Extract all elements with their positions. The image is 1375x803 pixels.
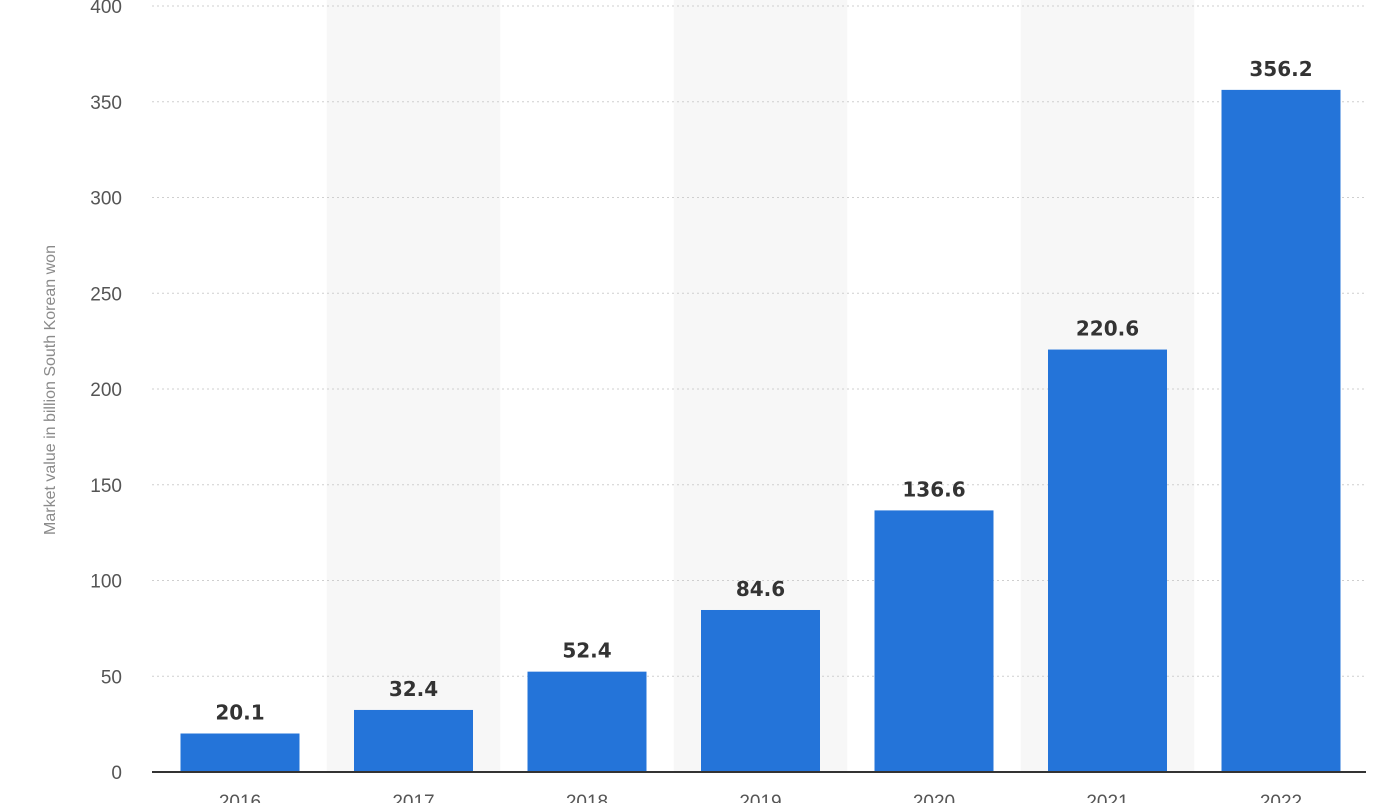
- data-label: 220.6: [1076, 317, 1139, 341]
- y-tick-label: 100: [90, 572, 122, 593]
- y-tick-label: 250: [90, 284, 122, 305]
- y-tick-label: 150: [90, 476, 122, 497]
- bar[interactable]: [354, 709, 473, 772]
- bar[interactable]: [874, 510, 994, 772]
- x-tick-label: 2017: [392, 792, 434, 803]
- column-band: [326, 0, 501, 772]
- data-label: 136.6: [902, 477, 965, 501]
- bar[interactable]: [180, 733, 300, 772]
- y-axis-title: Market value in billion South Korean won: [42, 245, 59, 535]
- y-axis-ticks: 0 50 100 150 200 250 300 350 400: [90, 0, 122, 784]
- x-tick-label: 2019: [739, 792, 781, 803]
- bar[interactable]: [1221, 89, 1341, 772]
- y-tick-label: 50: [101, 667, 122, 688]
- y-tick-label: 200: [90, 380, 122, 401]
- x-tick-label: 2016: [219, 792, 261, 803]
- data-label: 52.4: [562, 639, 611, 663]
- y-tick-label: 350: [90, 93, 122, 114]
- x-tick-label: 2018: [566, 792, 608, 803]
- data-label: 356.2: [1249, 57, 1312, 81]
- y-tick-label: 0: [111, 763, 122, 784]
- x-tick-label: 2022: [1260, 792, 1302, 803]
- data-label: 32.4: [389, 677, 438, 701]
- data-label: 84.6: [736, 577, 785, 601]
- bars: [180, 89, 1341, 772]
- bar[interactable]: [701, 609, 820, 772]
- y-tick-label: 300: [90, 189, 122, 210]
- bar[interactable]: [527, 671, 647, 772]
- x-axis-ticks: 2016 2017 2018 2019 2020 2021 2022: [219, 792, 1302, 803]
- y-tick-label: 400: [90, 0, 122, 18]
- data-labels: 20.1 32.4 52.4 84.6 136.6 220.6 356.2: [215, 57, 1312, 725]
- bar[interactable]: [1048, 349, 1167, 772]
- x-tick-label: 2020: [913, 792, 955, 803]
- data-label: 20.1: [215, 701, 264, 725]
- x-tick-label: 2021: [1086, 792, 1128, 803]
